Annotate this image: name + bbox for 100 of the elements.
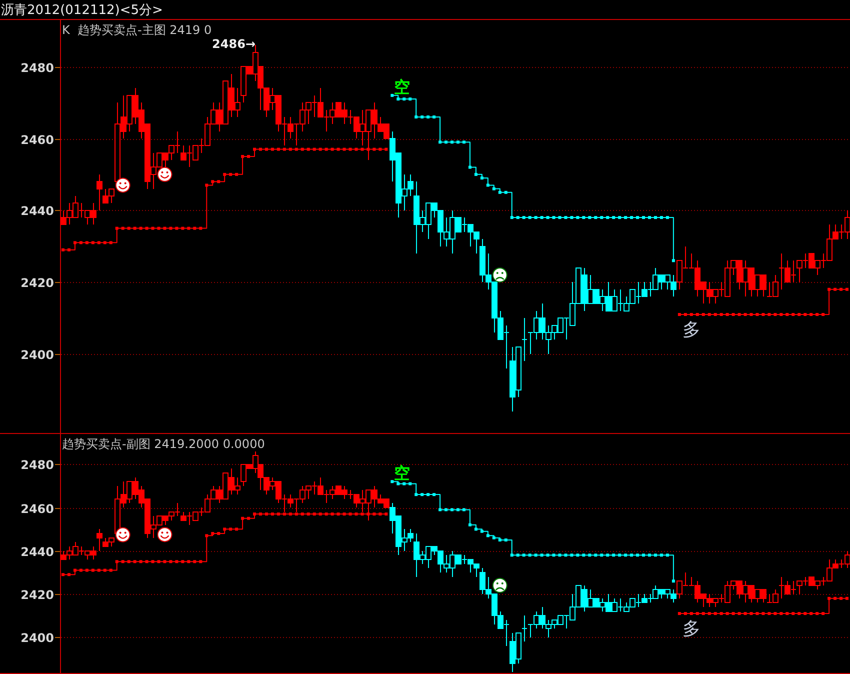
point <box>624 554 628 557</box>
point <box>504 190 508 194</box>
chart-title: 趋势买卖点-副图 2419.2000 0.0000 <box>62 437 265 451</box>
y-tick-label: 2420 <box>20 588 54 602</box>
point <box>402 98 406 101</box>
point <box>498 190 502 194</box>
candlestick <box>96 528 103 552</box>
point <box>438 140 442 144</box>
point <box>576 554 580 557</box>
point <box>540 216 544 220</box>
y-tick-label: 2400 <box>20 348 54 362</box>
point <box>666 554 669 557</box>
point <box>450 508 454 512</box>
point <box>534 554 538 557</box>
y-tick-label: 2460 <box>20 502 54 516</box>
point <box>420 493 424 496</box>
point <box>492 536 496 540</box>
chart-subtitle: K 趋势买卖点-主图 2419 0 <box>62 23 212 37</box>
point <box>648 554 652 557</box>
point <box>624 216 628 220</box>
y-tick-label: 2400 <box>20 631 54 645</box>
point <box>636 216 640 220</box>
point <box>642 554 646 557</box>
point <box>612 216 616 220</box>
y-tick-label: 2480 <box>20 458 54 472</box>
point <box>570 554 574 557</box>
point <box>432 115 436 118</box>
point <box>564 216 568 220</box>
point <box>498 538 502 542</box>
point <box>402 482 406 486</box>
point <box>390 94 394 97</box>
point <box>630 216 634 220</box>
y-tick-label: 2440 <box>20 204 54 218</box>
annotation: 空 <box>394 464 410 483</box>
point <box>642 216 646 220</box>
point <box>426 115 430 118</box>
point <box>654 216 657 220</box>
point <box>510 554 514 557</box>
point <box>606 554 610 557</box>
point <box>468 166 472 169</box>
point <box>660 216 663 220</box>
point <box>474 528 478 531</box>
point <box>444 508 448 512</box>
point <box>462 140 466 144</box>
y-tick-label: 2460 <box>20 133 54 147</box>
point <box>612 554 616 557</box>
point <box>582 216 586 220</box>
point <box>396 482 400 486</box>
point <box>588 554 592 557</box>
point <box>408 98 412 101</box>
point <box>516 554 520 557</box>
point <box>570 216 574 220</box>
annotation: 2486→ <box>212 37 256 52</box>
point <box>432 493 436 496</box>
point <box>594 216 598 220</box>
point <box>552 554 556 557</box>
point <box>540 554 544 557</box>
point <box>576 216 580 220</box>
candlestick <box>521 318 528 362</box>
point <box>528 216 532 220</box>
point <box>588 216 592 220</box>
point <box>636 554 640 557</box>
point <box>408 482 412 486</box>
chart-title: 沥青2012(012112)<5分> <box>1 3 163 18</box>
point <box>600 216 604 220</box>
point <box>522 216 526 220</box>
point <box>528 554 532 557</box>
point <box>456 140 460 144</box>
point <box>456 508 460 512</box>
point <box>522 554 526 557</box>
point <box>450 140 454 144</box>
point <box>414 493 418 496</box>
annotation: 多 <box>682 319 700 340</box>
point <box>468 523 472 526</box>
point <box>648 216 652 220</box>
point <box>618 554 622 557</box>
point <box>558 216 562 220</box>
point <box>606 216 610 220</box>
point <box>600 554 604 557</box>
point <box>618 216 622 220</box>
point <box>486 184 490 187</box>
point <box>438 508 442 512</box>
y-tick-label: 2420 <box>20 276 54 290</box>
point <box>672 580 675 583</box>
point <box>426 493 430 496</box>
point <box>558 554 562 557</box>
point <box>486 534 490 538</box>
candlestick <box>521 615 528 642</box>
point <box>396 98 400 101</box>
point <box>480 176 484 180</box>
point <box>672 259 675 262</box>
point <box>654 554 657 557</box>
y-tick-label: 2440 <box>20 545 54 559</box>
y-tick-label: 2480 <box>20 61 54 75</box>
candlestick <box>96 174 103 211</box>
point <box>414 115 418 118</box>
point <box>666 216 669 220</box>
point <box>492 187 496 190</box>
point <box>594 554 598 557</box>
point <box>390 480 394 484</box>
